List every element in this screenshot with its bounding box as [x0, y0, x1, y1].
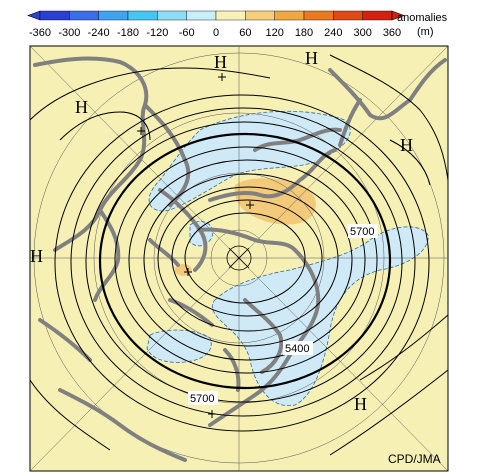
high-label: H	[305, 48, 318, 68]
colorbar-cell	[362, 10, 393, 21]
colorbar-tick-label: 0	[213, 27, 219, 39]
colorbar-tick-label: -300	[58, 27, 80, 39]
colorbar-tick-label: 180	[295, 27, 313, 39]
colorbar-cell	[333, 10, 363, 21]
colorbar-cell	[303, 10, 334, 21]
colorbar-cell	[157, 10, 187, 21]
colorbar-unit: (m)	[417, 26, 434, 38]
negative-anomaly-north	[148, 110, 351, 212]
colorbar-tick-label: -60	[179, 27, 195, 39]
colorbar-tick-label: -240	[88, 27, 110, 39]
contour-label: 5400	[285, 343, 309, 355]
colorbar-tick-label: 240	[324, 27, 342, 39]
colorbar-title: anomalies	[397, 12, 448, 24]
colorbar-tick-label: 120	[265, 27, 283, 39]
north-pole-marker	[226, 245, 252, 271]
high-label: H	[214, 52, 227, 72]
colorbar-cell	[245, 10, 275, 21]
colorbar-cell	[127, 10, 158, 21]
colorbar-cell	[69, 10, 99, 21]
colorbar-tick-label: 60	[239, 27, 251, 39]
height-contours	[30, 54, 448, 456]
high-label: H	[30, 246, 43, 266]
cross-markers	[137, 73, 254, 418]
colorbar-tick-label: -120	[146, 27, 168, 39]
colorbar-cells	[27, 10, 405, 21]
colorbar-cell	[186, 10, 217, 21]
high-label: H	[354, 394, 367, 414]
high-label: H	[400, 135, 413, 155]
colorbar-tick-labels: -360 -300 -240 -180 -120 -60 0 60 120 180 240 300 36…	[29, 27, 401, 39]
colorbar-cell	[215, 10, 246, 21]
colorbar-tick-label: -360	[29, 27, 51, 39]
credit-label: CPD/JMA	[388, 452, 441, 466]
high-labels: H H H H H H	[30, 48, 413, 414]
colorbar-tick-label: -180	[117, 27, 139, 39]
colorbar-tick-label: 360	[383, 27, 401, 39]
colorbar-tick-label: 300	[353, 27, 371, 39]
contour-label: 5700	[190, 393, 214, 405]
colorbar-cell	[98, 10, 129, 21]
colorbar-cell	[274, 10, 305, 21]
colorbar-arrow-left	[27, 10, 41, 21]
contour-value-labels: 5700 5400 5700	[188, 224, 378, 405]
contour-label: 5700	[350, 226, 374, 238]
high-label: H	[75, 97, 88, 117]
colorbar-cell	[39, 10, 70, 21]
positive-anomaly-siberia	[234, 178, 316, 225]
colorbar: -360 -300 -240 -180 -120 -60 0 60 120 180 240 300 36…	[27, 10, 448, 39]
colorbar-arrow-right	[391, 10, 405, 21]
